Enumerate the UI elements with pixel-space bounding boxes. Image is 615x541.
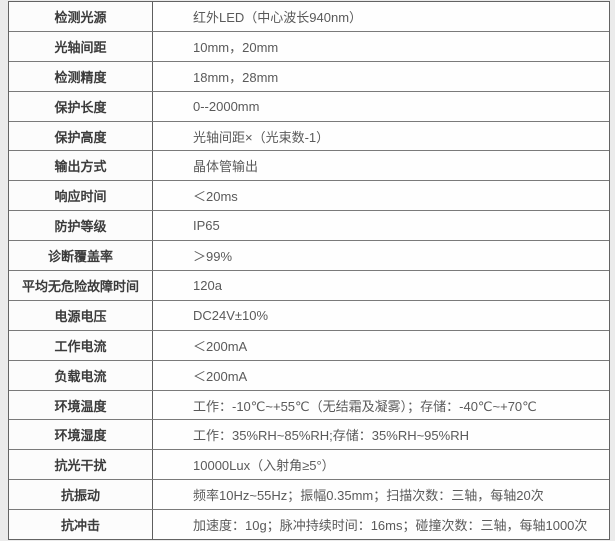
spec-value: 工作：35%RH~85%RH;存储：35%RH~95%RH (193, 428, 469, 444)
table-row: 工作电流 ＜200mA (9, 330, 609, 361)
spec-value: 120a (193, 277, 222, 293)
spec-value: DC24V±10% (193, 307, 269, 323)
spec-value: 10000Lux（入射角≥5°） (193, 458, 335, 474)
spec-label: 负载电流 (9, 360, 153, 390)
spec-label: 保护高度 (9, 121, 153, 151)
spec-value: 光轴间距×（光束数-1） (193, 129, 330, 145)
spec-label: 防护等级 (9, 211, 153, 241)
table-row: 环境温度 工作：-10℃~+55℃（无结霜及凝雾）；存储：-40℃~+70℃ (9, 390, 609, 421)
table-row: 平均无危险故障时间 120a (9, 271, 609, 301)
spec-value: 频率10Hz~55Hz；振幅0.35mm；扫描次数：三轴，每轴20次 (193, 488, 544, 504)
spec-value: 加速度：10g；脉冲持续时间：16ms；碰撞次数：三轴，每轴1000次 (193, 518, 588, 534)
table-row: 环境湿度 工作：35%RH~85%RH;存储：35%RH~95%RH (9, 420, 609, 451)
table-row: 负载电流 ＜200mA (9, 360, 609, 391)
spec-label: 检测精度 (9, 61, 153, 91)
table-row: 保护长度 0--2000mm (9, 91, 609, 122)
spec-label: 平均无危险故障时间 (9, 271, 153, 300)
spec-value: 工作：-10℃~+55℃（无结霜及凝雾）；存储：-40℃~+70℃ (193, 398, 537, 414)
spec-label: 抗光干扰 (9, 450, 153, 480)
spec-value: 晶体管输出 (193, 159, 259, 175)
table-row: 响应时间 ＜20ms (9, 181, 609, 212)
spec-value: ＜200mA (193, 368, 248, 384)
table-row: 抗冲击 加速度：10g；脉冲持续时间：16ms；碰撞次数：三轴，每轴1000次 (9, 510, 609, 540)
table-row: 抗振动 频率10Hz~55Hz；振幅0.35mm；扫描次数：三轴，每轴20次 (9, 480, 609, 511)
spec-value: ＜200mA (193, 338, 248, 354)
spec-label: 输出方式 (9, 151, 153, 181)
spec-label: 环境湿度 (9, 420, 153, 450)
table-row: 保护高度 光轴间距×（光束数-1） (9, 121, 609, 152)
spec-label: 工作电流 (9, 330, 153, 360)
table-row: 输出方式 晶体管输出 (9, 151, 609, 182)
spec-label: 保护长度 (9, 91, 153, 121)
spec-value: 0--2000mm (193, 98, 260, 114)
table-row: 检测光源 红外LED（中心波长940nm） (9, 2, 609, 32)
spec-value: IP65 (193, 218, 220, 234)
table-row: 电源电压 DC24V±10% (9, 300, 609, 331)
spec-value: 18mm，28mm (193, 69, 279, 85)
spec-label: 光轴间距 (9, 31, 153, 61)
spec-value: 10mm，20mm (193, 39, 279, 55)
spec-value: 红外LED（中心波长940nm） (193, 9, 363, 25)
spec-label: 电源电压 (9, 300, 153, 330)
table-row: 检测精度 18mm，28mm (9, 61, 609, 92)
spec-value: ＞99% (193, 249, 233, 265)
spec-label: 抗振动 (9, 480, 153, 510)
spec-label: 检测光源 (9, 2, 153, 31)
table-row: 诊断覆盖率 ＞99% (9, 241, 609, 272)
table-row: 抗光干扰 10000Lux（入射角≥5°） (9, 450, 609, 481)
specification-table: 检测光源 红外LED（中心波长940nm） 光轴间距 10mm，20mm 检测精… (8, 1, 610, 540)
table-row: 光轴间距 10mm，20mm (9, 31, 609, 62)
spec-value: ＜20ms (193, 189, 238, 205)
spec-label: 环境温度 (9, 390, 153, 420)
spec-label: 响应时间 (9, 181, 153, 211)
spec-label: 抗冲击 (9, 510, 153, 540)
table-row: 防护等级 IP65 (9, 211, 609, 242)
spec-label: 诊断覆盖率 (9, 241, 153, 271)
